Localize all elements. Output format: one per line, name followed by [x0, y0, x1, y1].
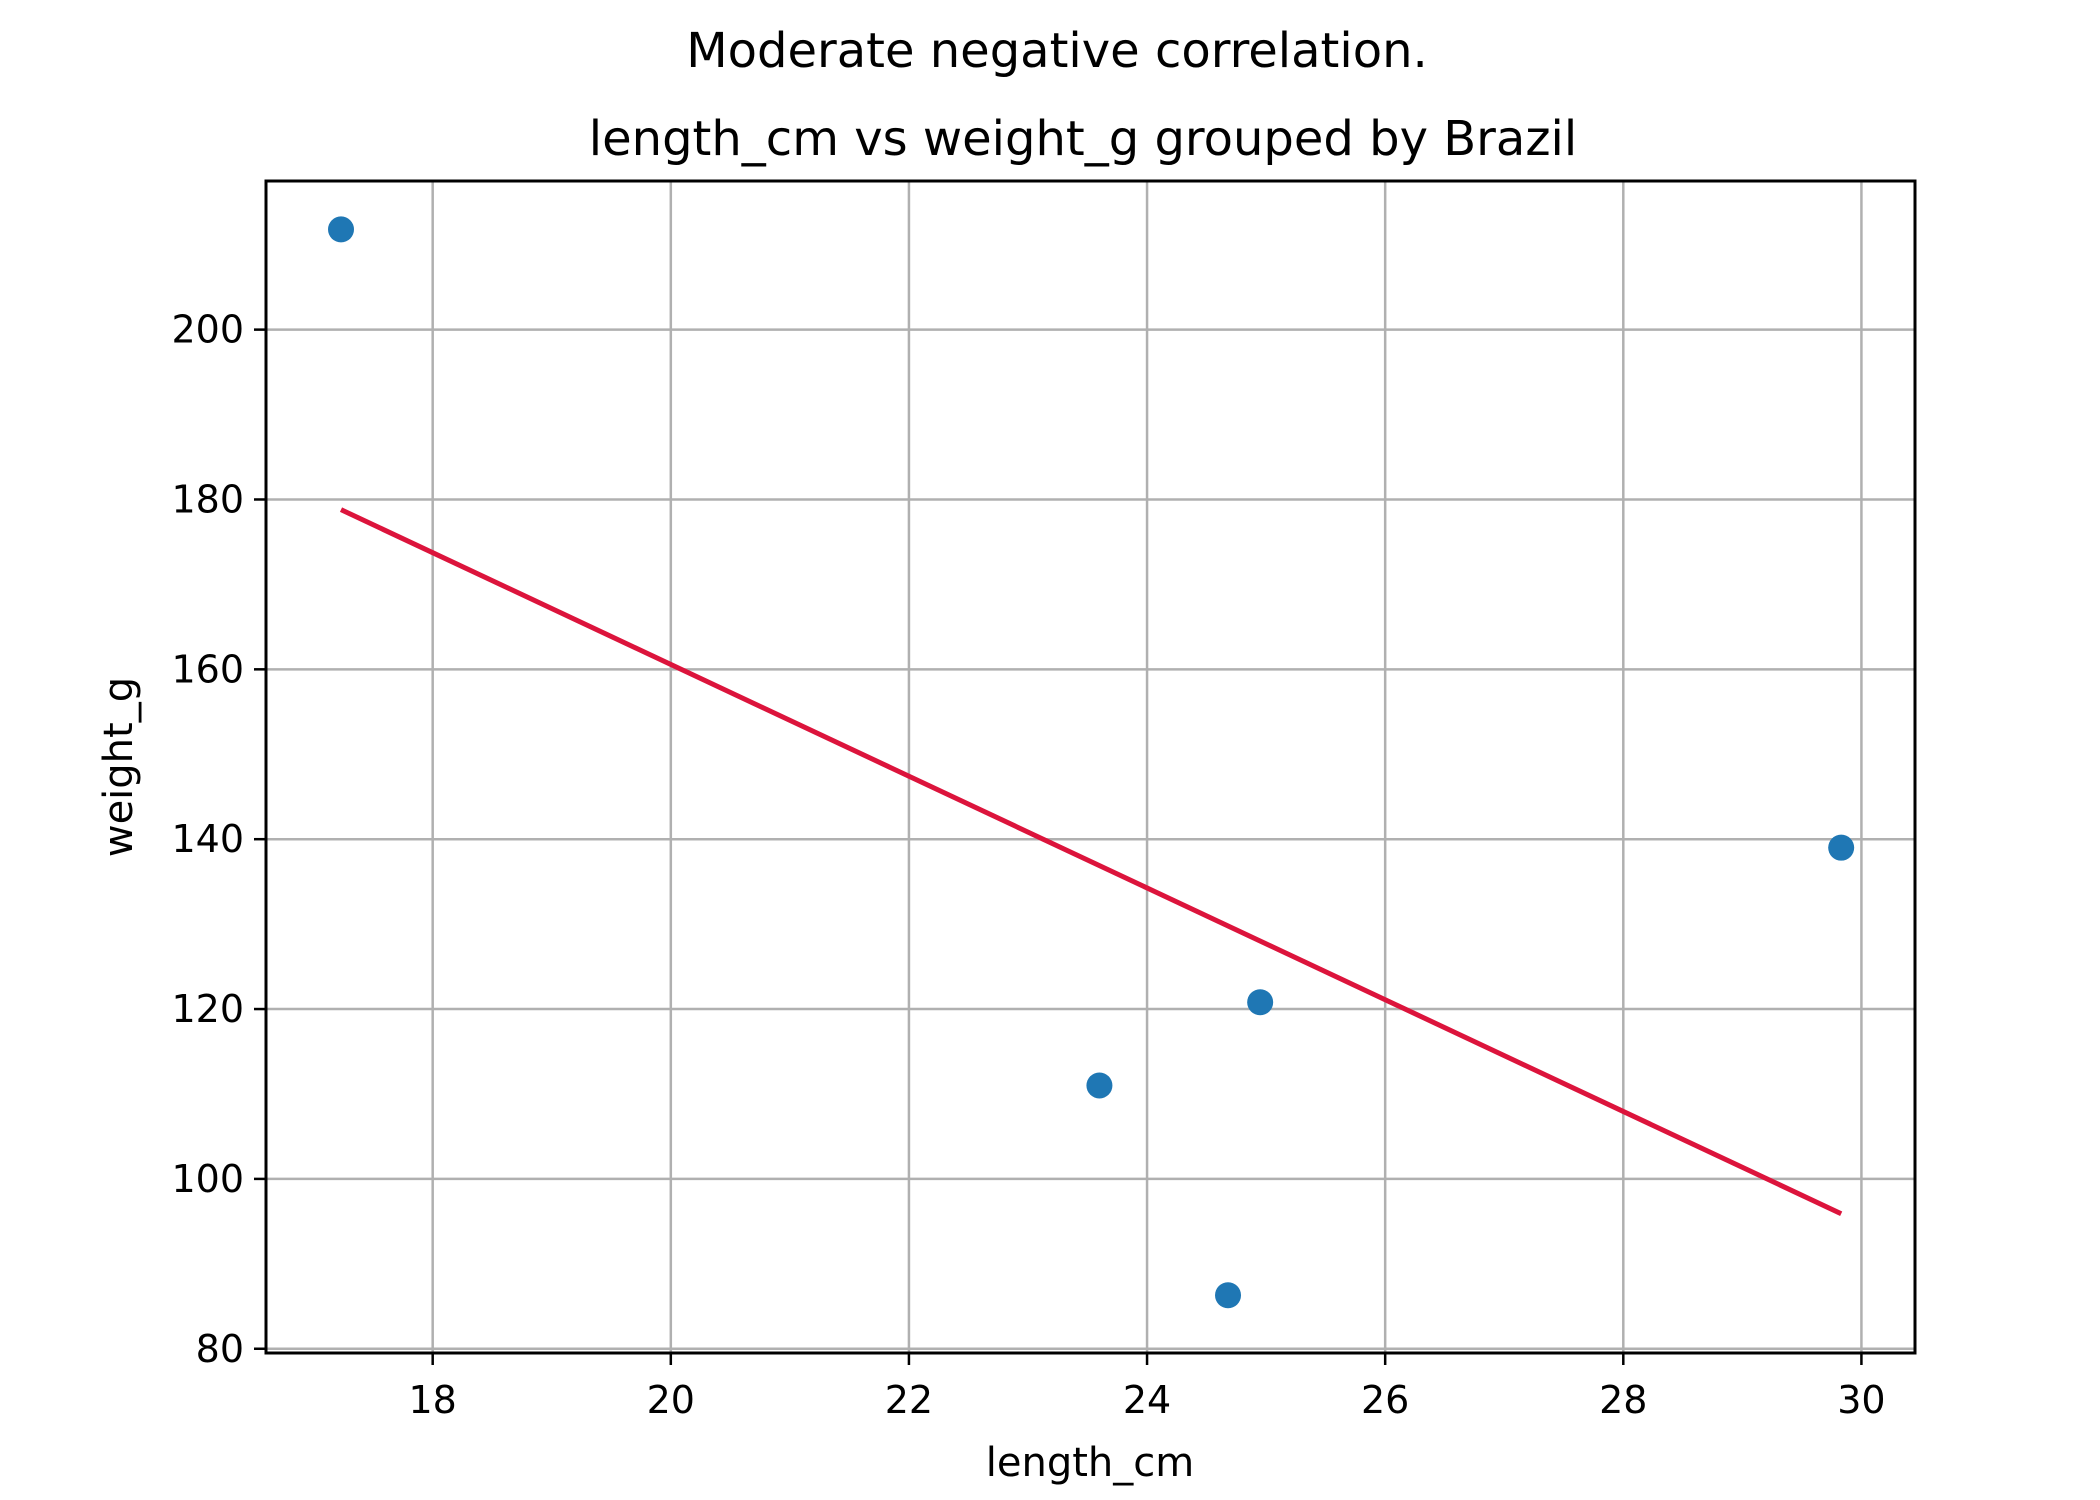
chart-title: length_cm vs weight_g grouped by Brazil [589, 111, 1577, 167]
y-tick-label: 120 [171, 987, 244, 1031]
x-tick-label: 18 [409, 1378, 457, 1422]
y-tick-label: 80 [196, 1327, 244, 1371]
x-tick-label: 26 [1361, 1378, 1409, 1422]
y-axis-label: weight_g [96, 677, 142, 857]
trend-line [339, 507, 1843, 1216]
x-tick-label: 28 [1599, 1378, 1647, 1422]
y-tick-label: 180 [171, 477, 244, 521]
y-tick-label: 200 [171, 308, 244, 352]
data-point [1247, 989, 1274, 1016]
chart-suptitle: Moderate negative correlation. [686, 23, 1428, 79]
data-point [1828, 834, 1855, 861]
data-point [1215, 1282, 1242, 1309]
scatter-points [328, 216, 1855, 1309]
x-tick-label: 30 [1837, 1378, 1885, 1422]
x-axis-label: length_cm [986, 1440, 1194, 1486]
y-tick-label: 160 [171, 647, 244, 691]
x-tick-label: 22 [885, 1378, 933, 1422]
y-tick-label: 140 [171, 817, 244, 861]
x-tick-label: 24 [1123, 1378, 1171, 1422]
y-tick-label: 100 [171, 1157, 244, 1201]
data-point [328, 216, 355, 243]
grid-lines [266, 181, 1915, 1353]
trendline-layer [339, 507, 1843, 1216]
x-axis-ticks: 18 20 22 24 26 28 30 [409, 1353, 1886, 1422]
y-axis-ticks: 80 100 120 140 160 180 200 [171, 308, 266, 1371]
x-tick-label: 20 [647, 1378, 695, 1422]
plot-frame [264, 179, 1917, 1355]
data-point [1086, 1072, 1113, 1099]
